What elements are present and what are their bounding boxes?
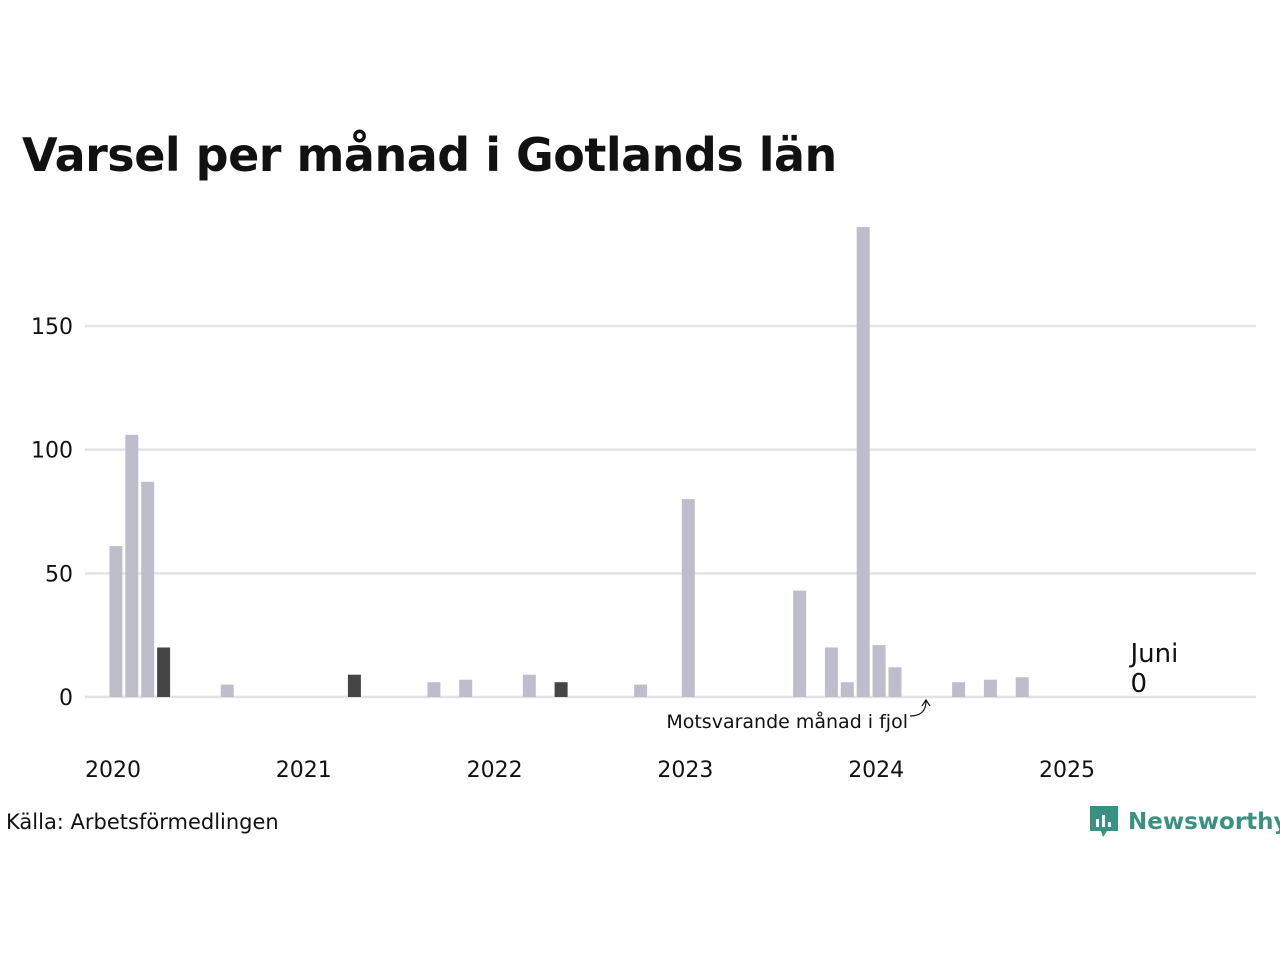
y-tick-label-0: 0 xyxy=(59,686,73,711)
brand-name: Newsworthy xyxy=(1128,809,1280,835)
bars xyxy=(109,227,1029,697)
bar-2023-12 xyxy=(840,682,854,697)
chart-title: Varsel per månad i Gotlands län xyxy=(22,128,837,182)
bar-2020-03 xyxy=(125,434,139,697)
y-tick-label-150: 150 xyxy=(31,315,73,340)
bar-2020-09 xyxy=(220,684,234,697)
x-tick-label-2020: 2020 xyxy=(85,758,141,783)
bar-2024-07 xyxy=(952,682,966,697)
bar-2023-11 xyxy=(824,647,838,697)
x-tick-label-2022: 2022 xyxy=(467,758,523,783)
bar-2021-10 xyxy=(427,682,441,697)
bar-2020-04 xyxy=(141,481,155,697)
y-tick-label-50: 50 xyxy=(45,562,73,587)
y-tick-label-100: 100 xyxy=(31,439,73,464)
bar-2023-02 xyxy=(681,499,695,697)
x-axis-tick-labels: 2020 2021 2022 2023 2024 2025 xyxy=(85,758,1095,783)
y-axis-tick-labels: 0 50 100 150 xyxy=(31,315,73,711)
source-note: Källa: Arbetsförmedlingen xyxy=(6,810,279,834)
x-tick-label-2024: 2024 xyxy=(848,758,904,783)
annotations: Juni 0 Motsvarande månad i fjol xyxy=(666,639,1178,733)
bar-2022-06 xyxy=(554,682,568,697)
newsworthy-logo-icon xyxy=(1090,806,1118,837)
x-tick-label-2023: 2023 xyxy=(657,758,713,783)
current-month-value: 0 xyxy=(1131,669,1148,699)
bar-2023-09 xyxy=(793,590,807,697)
bar-2024-11 xyxy=(1015,677,1029,697)
bar-2022-11 xyxy=(634,684,648,697)
previous-year-annotation: Motsvarande månad i fjol xyxy=(666,710,908,733)
bar-2020-05 xyxy=(157,647,171,697)
bar-2024-03 xyxy=(888,667,902,697)
bar-chart: 0 50 100 150 2020 2021 2022 2023 2024 2025 Juni … xyxy=(31,227,1256,783)
previous-year-arrow xyxy=(909,700,927,717)
bar-2021-12 xyxy=(459,679,473,697)
bar-2024-09 xyxy=(983,679,997,697)
bar-2024-01 xyxy=(856,227,870,697)
bar-2020-02 xyxy=(109,546,123,697)
gridlines xyxy=(85,324,1256,699)
x-tick-label-2025: 2025 xyxy=(1039,758,1095,783)
bar-2021-05 xyxy=(347,674,361,697)
current-month-label: Juni xyxy=(1129,639,1179,669)
bar-2022-04 xyxy=(522,674,536,697)
bar-2024-02 xyxy=(872,645,886,697)
previous-year-arrowhead xyxy=(921,698,931,707)
brand-logo: Newsworthy xyxy=(1088,804,1280,840)
x-tick-label-2021: 2021 xyxy=(276,758,332,783)
